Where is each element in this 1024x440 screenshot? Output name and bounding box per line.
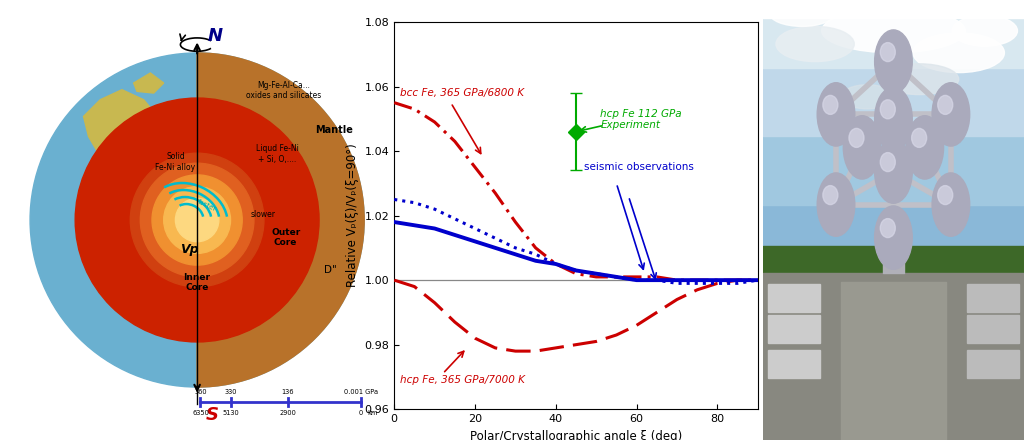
Text: Mg-Fe-Al-Ca...
oxides and silicates: Mg-Fe-Al-Ca... oxides and silicates (247, 81, 322, 100)
Circle shape (175, 198, 219, 242)
Text: Vp: Vp (180, 243, 199, 257)
Text: 360: 360 (195, 389, 207, 395)
Ellipse shape (881, 219, 895, 238)
Text: S: S (206, 407, 218, 425)
Ellipse shape (938, 95, 952, 114)
Ellipse shape (842, 84, 893, 109)
Text: hcp Fe, 365 GPa/7000 K: hcp Fe, 365 GPa/7000 K (400, 375, 525, 385)
Bar (768, 284, 820, 312)
Text: 330: 330 (225, 389, 238, 395)
Text: Outer
Core: Outer Core (271, 227, 300, 247)
Ellipse shape (844, 116, 881, 179)
Polygon shape (84, 90, 164, 167)
Bar (768, 350, 820, 378)
Ellipse shape (874, 140, 912, 203)
Ellipse shape (874, 206, 912, 269)
Ellipse shape (776, 26, 854, 62)
Bar (967, 315, 1019, 343)
Circle shape (30, 53, 365, 387)
Circle shape (152, 175, 243, 265)
Ellipse shape (821, 9, 966, 53)
Text: 0: 0 (358, 411, 362, 416)
Ellipse shape (881, 64, 958, 95)
Ellipse shape (881, 100, 895, 119)
Text: slower: slower (251, 209, 275, 219)
Circle shape (140, 163, 254, 277)
Text: 5130: 5130 (223, 411, 240, 416)
Text: faster: faster (197, 198, 217, 213)
Ellipse shape (906, 116, 943, 179)
Text: km: km (368, 411, 378, 416)
Ellipse shape (932, 173, 970, 236)
Circle shape (139, 174, 147, 183)
Wedge shape (197, 53, 365, 387)
Ellipse shape (952, 15, 1018, 46)
Circle shape (130, 153, 264, 287)
Text: bcc Fe, 365 GPa/6800 K: bcc Fe, 365 GPa/6800 K (400, 88, 524, 98)
Text: 136: 136 (282, 389, 294, 395)
Text: Liqud Fe-Ni
+ Si, O,....: Liqud Fe-Ni + Si, O,.... (256, 144, 299, 164)
Ellipse shape (874, 30, 912, 93)
Polygon shape (134, 73, 164, 93)
Ellipse shape (823, 95, 838, 114)
Ellipse shape (911, 128, 927, 147)
Text: N: N (207, 27, 222, 45)
Ellipse shape (817, 83, 855, 146)
Text: 0.001 GPa: 0.001 GPa (344, 389, 378, 395)
Circle shape (75, 98, 319, 342)
Bar (967, 350, 1019, 378)
Text: Mantle: Mantle (315, 125, 353, 135)
Text: Inner
Core: Inner Core (183, 273, 211, 292)
Bar (768, 315, 820, 343)
Ellipse shape (881, 153, 895, 172)
Ellipse shape (932, 83, 970, 146)
Circle shape (164, 187, 230, 253)
Ellipse shape (913, 33, 1005, 73)
Bar (967, 284, 1019, 312)
Ellipse shape (938, 186, 952, 205)
Text: hcp Fe 112 GPa
Experiment: hcp Fe 112 GPa Experiment (600, 109, 682, 131)
Y-axis label: Relative Vₚ(ξ)/Vₚ(ξ=90°): Relative Vₚ(ξ)/Vₚ(ξ=90°) (346, 144, 359, 287)
Text: Solid
Fe-Ni alloy: Solid Fe-Ni alloy (156, 153, 196, 172)
Ellipse shape (817, 173, 855, 236)
X-axis label: Polar/Crystallographic angle ξ (deg): Polar/Crystallographic angle ξ (deg) (470, 429, 682, 440)
Text: D": D" (325, 265, 337, 275)
Ellipse shape (849, 128, 864, 147)
Text: 6350: 6350 (193, 411, 209, 416)
Ellipse shape (769, 0, 835, 26)
Ellipse shape (874, 87, 912, 150)
Polygon shape (114, 187, 156, 273)
Text: seismic observations: seismic observations (584, 162, 694, 172)
Ellipse shape (881, 43, 895, 62)
Text: 2900: 2900 (280, 411, 296, 416)
Ellipse shape (823, 186, 838, 205)
